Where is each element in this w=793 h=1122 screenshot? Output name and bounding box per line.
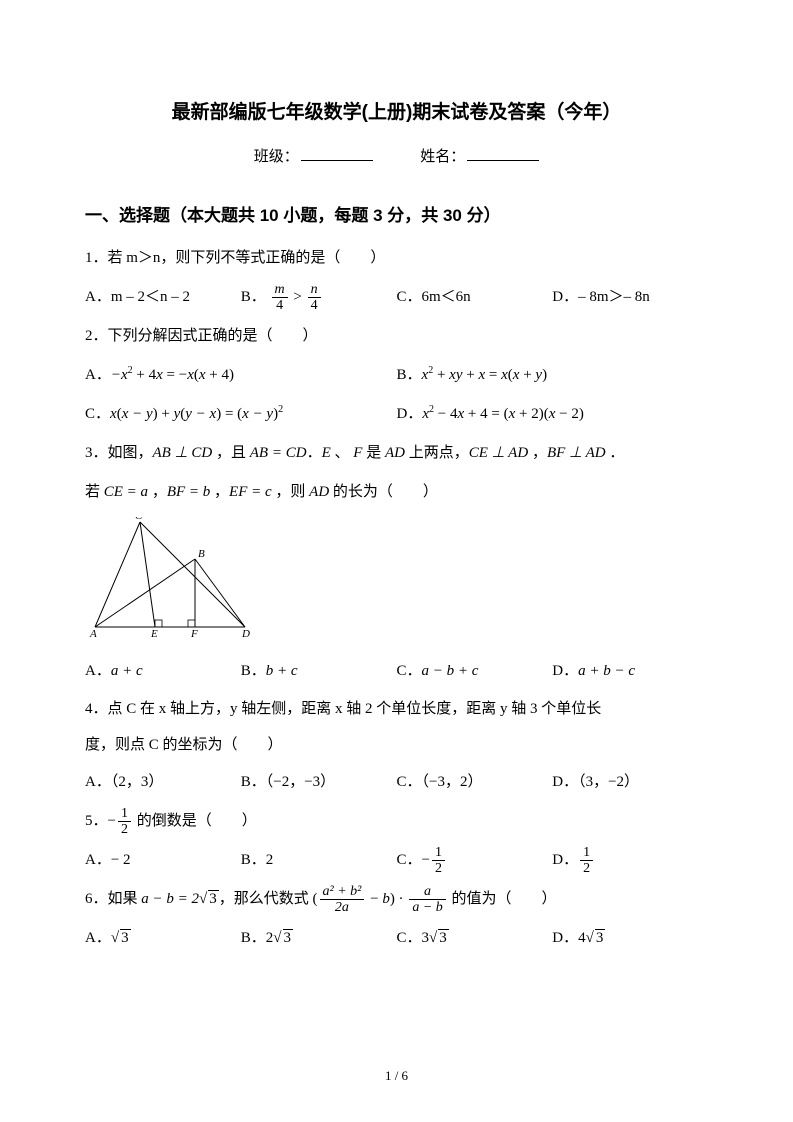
page-title: 最新部编版七年级数学(上册)期末试卷及答案（今年） — [85, 95, 708, 131]
q6-options: A．3 B．23 C．33 D．43 — [85, 922, 708, 955]
q3-figure: A E F D C B — [85, 517, 708, 648]
q1-opt-c: C．6m＜6n — [397, 281, 553, 314]
student-info: 班级： 姓名： — [85, 143, 708, 172]
q6-opt-a: A．3 — [85, 922, 241, 955]
q3-line2: 若 CE = a ，BF = b ，EF = c ，则 AD 的长为（ ） — [85, 476, 708, 509]
q2-opt-d: D．x2 − 4x + 4 = (x + 2)(x − 2) — [397, 398, 709, 431]
q5-opt-b: B．2 — [241, 844, 397, 877]
q4-opt-a: A．（2，3） — [85, 766, 241, 799]
q5-opt-a: A．− 2 — [85, 844, 241, 877]
class-label: 班级： — [254, 149, 299, 165]
svg-text:B: B — [198, 548, 205, 560]
svg-text:A: A — [89, 628, 97, 637]
q4-opt-c: C．（−3，2） — [397, 766, 553, 799]
q6-stem: 6．如果 a − b = 23，那么代数式 (a² + b²2a − b) · … — [85, 883, 708, 916]
q2-stem: 2．下列分解因式正确的是（ ） — [85, 320, 708, 353]
q4-opt-d: D．（3，−2） — [552, 766, 708, 799]
q4-line2: 度，则点 C 的坐标为（ ） — [85, 730, 708, 760]
q3-options: A．a + c B．b + c C．a − b + c D．a + b − c — [85, 655, 708, 688]
q3-opt-d: D．a + b − c — [552, 655, 708, 688]
q6-opt-d: D．43 — [552, 922, 708, 955]
section-1-heading: 一、选择题（本大题共 10 小题，每题 3 分，共 30 分） — [85, 200, 708, 232]
q5-options: A．− 2 B．2 C．−12 D．12 — [85, 844, 708, 877]
svg-text:E: E — [150, 628, 158, 637]
svg-text:D: D — [241, 628, 250, 637]
q2-options-row2: C．x(x − y) + y(y − x) = (x − y)2 D．x2 − … — [85, 398, 708, 431]
q2-options-row1: A．−x2 + 4x = −x(x + 4) B．x2 + xy + x = x… — [85, 359, 708, 392]
page-number: 1 / 6 — [0, 1068, 793, 1084]
q3-opt-a: A．a + c — [85, 655, 241, 688]
q1-opt-d: D．– 8m＞– 8n — [552, 281, 708, 314]
name-blank[interactable] — [467, 145, 539, 162]
q5-opt-c: C．−12 — [397, 844, 553, 877]
q4-line1: 4．点 C 在 x 轴上方，y 轴左侧，距离 x 轴 2 个单位长度，距离 y … — [85, 694, 708, 724]
q4-options: A．（2，3） B．（−2，−3） C．（−3，2） D．（3，−2） — [85, 766, 708, 799]
q6-opt-b: B．23 — [241, 922, 397, 955]
q3-opt-b: B．b + c — [241, 655, 397, 688]
q3-line1: 3．如图，AB ⊥ CD ，且 AB = CD．E 、 F 是 AD 上两点，C… — [85, 437, 708, 470]
q4-opt-b: B．（−2，−3） — [241, 766, 397, 799]
q1-opt-b: B． m4 > n4 — [241, 281, 397, 314]
q6-opt-c: C．33 — [397, 922, 553, 955]
name-label: 姓名： — [420, 149, 465, 165]
svg-text:C: C — [135, 517, 143, 522]
q2-opt-c: C．x(x − y) + y(y − x) = (x − y)2 — [85, 398, 397, 431]
q5-stem: 5．−12 的倒数是（ ） — [85, 805, 708, 838]
q1-stem: 1．若 m＞n，则下列不等式正确的是（ ） — [85, 242, 708, 275]
q3-opt-c: C．a − b + c — [397, 655, 553, 688]
q5-opt-d: D．12 — [552, 844, 708, 877]
q1-options: A．m – 2＜n – 2 B． m4 > n4 C．6m＜6n D．– 8m＞… — [85, 281, 708, 314]
svg-text:F: F — [190, 628, 198, 637]
q2-opt-a: A．−x2 + 4x = −x(x + 4) — [85, 359, 397, 392]
q2-opt-b: B．x2 + xy + x = x(x + y) — [397, 359, 709, 392]
class-blank[interactable] — [301, 145, 373, 162]
q1-opt-a: A．m – 2＜n – 2 — [85, 281, 241, 314]
